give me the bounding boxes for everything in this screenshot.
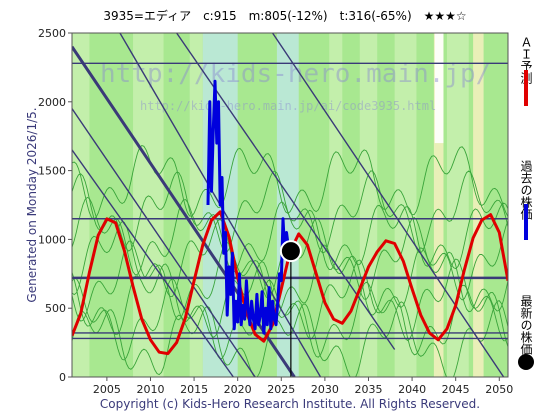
range-line [72,258,508,342]
x-tick-label: 2015 [180,383,208,396]
background-band [394,33,417,377]
y-tick-label: 500 [45,302,66,315]
background-band [276,33,299,377]
copyright-text: Copyright (c) Kids-Hero Research Institu… [100,397,480,411]
x-tick-label: 2010 [136,383,164,396]
latest-price-point [279,240,302,263]
watermark-text: http://kids-hero.main.jp/ [100,59,491,89]
y-tick-label: 0 [59,371,66,384]
x-tick-label: 2040 [398,383,426,396]
x-tick-label: 2005 [93,383,121,396]
plot-area: http://kids-hero.main.jp/ http://kids-he… [71,32,509,378]
chart-title: 3935=エディア c:915 m:805(-12%) t:316(-65%) … [103,8,466,23]
legend-label: 過去の株価 [519,160,533,220]
generated-label: Generated on Monday 2026/1/5. [25,107,39,302]
x-tick-label: 2030 [311,383,339,396]
background-band [434,33,444,144]
x-tick-label: 2020 [224,383,252,396]
legend-label: 最新の株価 [519,295,533,355]
y-tick-label: 2500 [38,27,66,40]
series-line [206,79,292,335]
diagonal-trend-line [271,33,505,377]
x-tick-label: 2045 [442,383,470,396]
background-band [433,33,444,377]
series-layer [72,79,508,356]
watermark-subtext: http://kids-hero.main.jp/ai/code3935.htm… [140,99,436,113]
background-band [473,33,484,377]
plot-frame [71,32,509,378]
y-tick-label: 1500 [38,165,66,178]
range-line [72,144,508,220]
x-axis: 2005 2010 2015 2020 2025 2030 2035 2040 2045 2050 [93,377,513,396]
range-line [72,277,508,361]
background-band [329,33,343,377]
diagonal-trend-line [72,149,234,377]
x-tick-label: 2050 [485,383,513,396]
legend-marker [518,354,534,370]
x-tick-label: 2035 [354,383,382,396]
y-tick-label: 1000 [38,233,66,246]
diagonal-trend-line [72,108,256,377]
y-tick-label: 2000 [38,96,66,109]
range-line [72,300,508,377]
diagonal-trend-line [176,33,396,350]
range-line [72,170,508,254]
legend-label: ＡＩ予測 [519,36,533,85]
x-tick-label: 2025 [267,383,295,396]
y-axis: 0 500 1000 1500 2000 2500 [38,27,72,384]
background-band [446,33,469,377]
